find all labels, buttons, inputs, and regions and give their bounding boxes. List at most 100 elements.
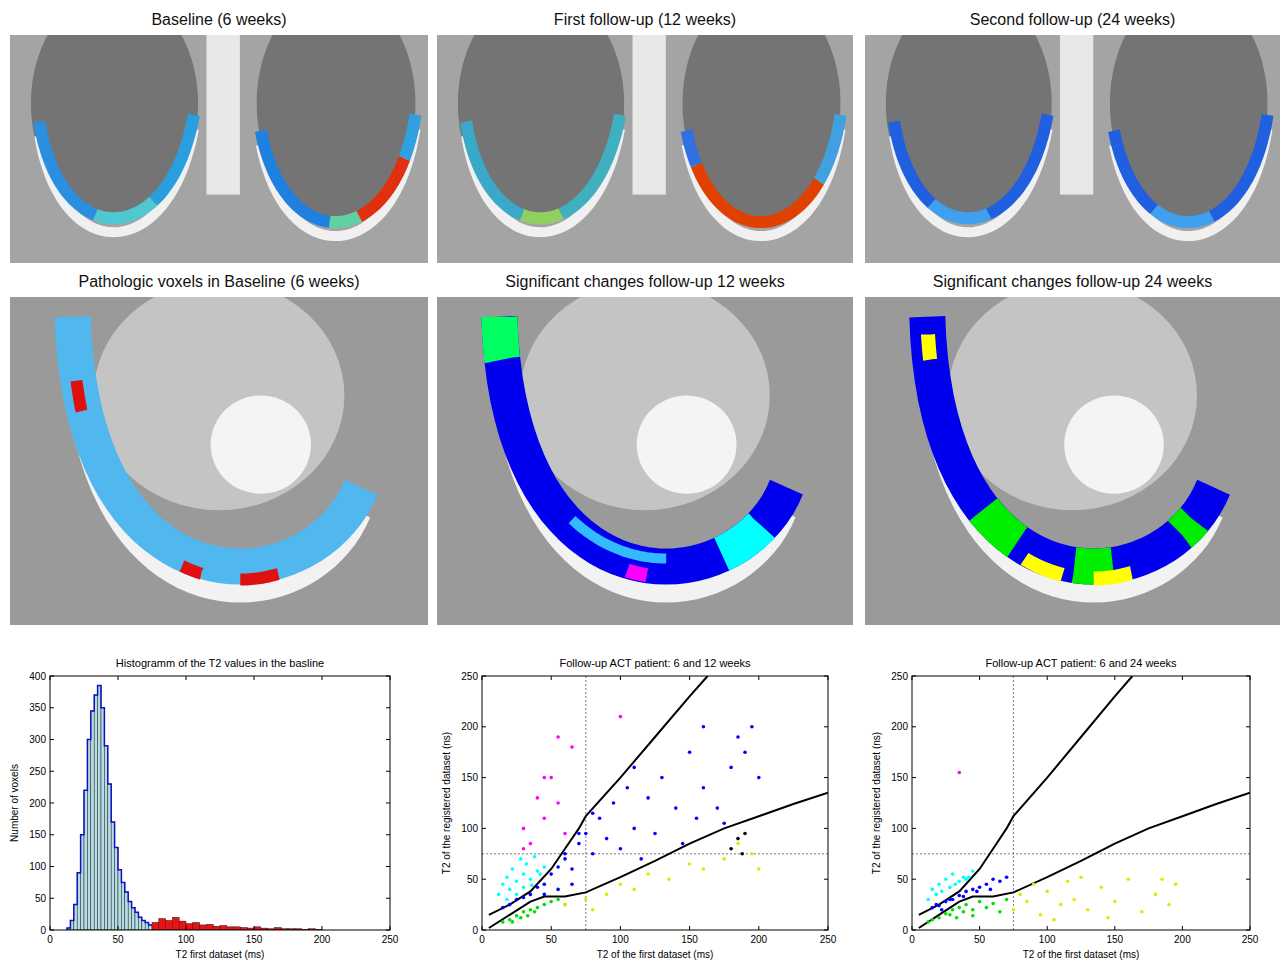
- scatter-point: [750, 725, 754, 729]
- y-tick-label: 200: [891, 721, 908, 732]
- x-tick-label: 200: [750, 934, 767, 945]
- cartilage-segment: [522, 214, 561, 219]
- x-tick-label: 250: [382, 934, 399, 945]
- y-tick: [386, 676, 390, 677]
- scatter-point: [1005, 875, 1009, 879]
- scatter-point: [505, 875, 509, 879]
- x-axis-title: T2 of the first dataset (ms): [1023, 949, 1140, 960]
- histogram-bar: [166, 920, 173, 930]
- y-tick: [50, 866, 54, 867]
- panel-title: Pathologic voxels in Baseline (6 weeks): [78, 273, 359, 290]
- scatter-point: [971, 914, 975, 918]
- plot-area: [912, 676, 1250, 930]
- scatter-point: [702, 725, 706, 729]
- x-tick-label: 0: [909, 934, 915, 945]
- scatter-point: [1059, 903, 1063, 907]
- y-tick: [912, 777, 916, 778]
- chart: Follow-up ACT patient: 6 and 24 weeks050…: [871, 657, 1259, 960]
- scatter-point: [497, 893, 501, 897]
- scatter-point: [543, 893, 547, 897]
- scatter-point: [944, 900, 948, 904]
- y-tick: [386, 771, 390, 772]
- scatter-point: [536, 869, 540, 873]
- bone: [94, 297, 345, 510]
- x-tick: [254, 676, 255, 680]
- scatter-point: [985, 906, 989, 910]
- panel-title: Significant changes follow-up 12 weeks: [505, 273, 784, 290]
- x-tick: [186, 676, 187, 680]
- boundary-curve: [489, 793, 828, 928]
- cartilage-segment: [1114, 131, 1154, 210]
- scatter-point: [619, 847, 623, 851]
- figure: Baseline (6 weeks)First follow-up (12 we…: [0, 0, 1283, 970]
- mri-image: [10, 35, 428, 263]
- scatter-point: [681, 842, 685, 846]
- scatter-point: [556, 865, 560, 869]
- cartilage-segment: [687, 131, 697, 165]
- y-tick: [1246, 930, 1250, 931]
- y-tick: [386, 707, 390, 708]
- cartilage-segment: [73, 317, 361, 567]
- scatter-point: [750, 852, 754, 856]
- cartilage-segment: [240, 574, 278, 580]
- x-tick-label: 50: [974, 934, 986, 945]
- x-tick: [1250, 676, 1251, 680]
- histogram-bar: [172, 917, 179, 930]
- y-tick: [386, 739, 390, 740]
- scatter-point: [612, 801, 616, 805]
- scatter-point: [522, 896, 526, 900]
- scatter-point: [526, 914, 530, 918]
- y-tick: [482, 676, 486, 677]
- x-tick: [390, 676, 391, 680]
- scatter-point: [736, 837, 740, 841]
- plot-frame: [482, 676, 828, 930]
- x-axis-title: T2 first dataset (ms): [176, 949, 265, 960]
- x-tick: [828, 676, 829, 680]
- scatter-point: [529, 877, 533, 881]
- scatter-point: [626, 786, 630, 790]
- scatter-point: [736, 842, 740, 846]
- scatter-point: [591, 908, 595, 912]
- scatter-point: [944, 912, 948, 916]
- scatter-point: [519, 857, 523, 861]
- y-tick: [50, 771, 54, 772]
- x-tick: [828, 926, 829, 930]
- bone: [211, 395, 311, 493]
- x-tick: [322, 926, 323, 930]
- scatter-point: [1072, 898, 1076, 902]
- scatter-point: [605, 837, 609, 841]
- scatter-point: [501, 906, 505, 910]
- data-group: [912, 676, 1250, 930]
- scatter-point: [536, 906, 540, 910]
- cartilage-segment: [1074, 565, 1113, 566]
- x-tick: [118, 926, 119, 930]
- scatter-point: [543, 883, 547, 887]
- scatter-point: [536, 796, 540, 800]
- scatter-point: [584, 832, 588, 836]
- plot-frame: [50, 676, 390, 930]
- cartilage-segment: [466, 122, 522, 215]
- scatter-point: [639, 857, 643, 861]
- x-tick: [1182, 676, 1183, 680]
- scatter-point: [740, 852, 744, 856]
- cartilage-segment: [1154, 210, 1212, 223]
- histogram-bar: [94, 695, 97, 930]
- chart-title: Follow-up ACT patient: 6 and 12 weeks: [559, 657, 751, 669]
- scatter-point: [1113, 900, 1117, 904]
- scatter-point: [1174, 883, 1178, 887]
- scatter-point: [563, 903, 567, 907]
- histogram-bar: [91, 711, 94, 930]
- boundary-curve: [919, 793, 1250, 928]
- cartilage-segment: [404, 115, 415, 159]
- scatter-point: [1106, 916, 1110, 920]
- scatter-point: [674, 806, 678, 810]
- scatter-point: [556, 735, 560, 739]
- y-tick-label: 50: [35, 893, 47, 904]
- y-tick: [50, 739, 54, 740]
- y-tick: [824, 828, 828, 829]
- y-tick: [912, 828, 916, 829]
- y-tick: [386, 898, 390, 899]
- scatter-point: [967, 875, 971, 879]
- scatter-point: [1140, 910, 1144, 914]
- y-tick: [1246, 879, 1250, 880]
